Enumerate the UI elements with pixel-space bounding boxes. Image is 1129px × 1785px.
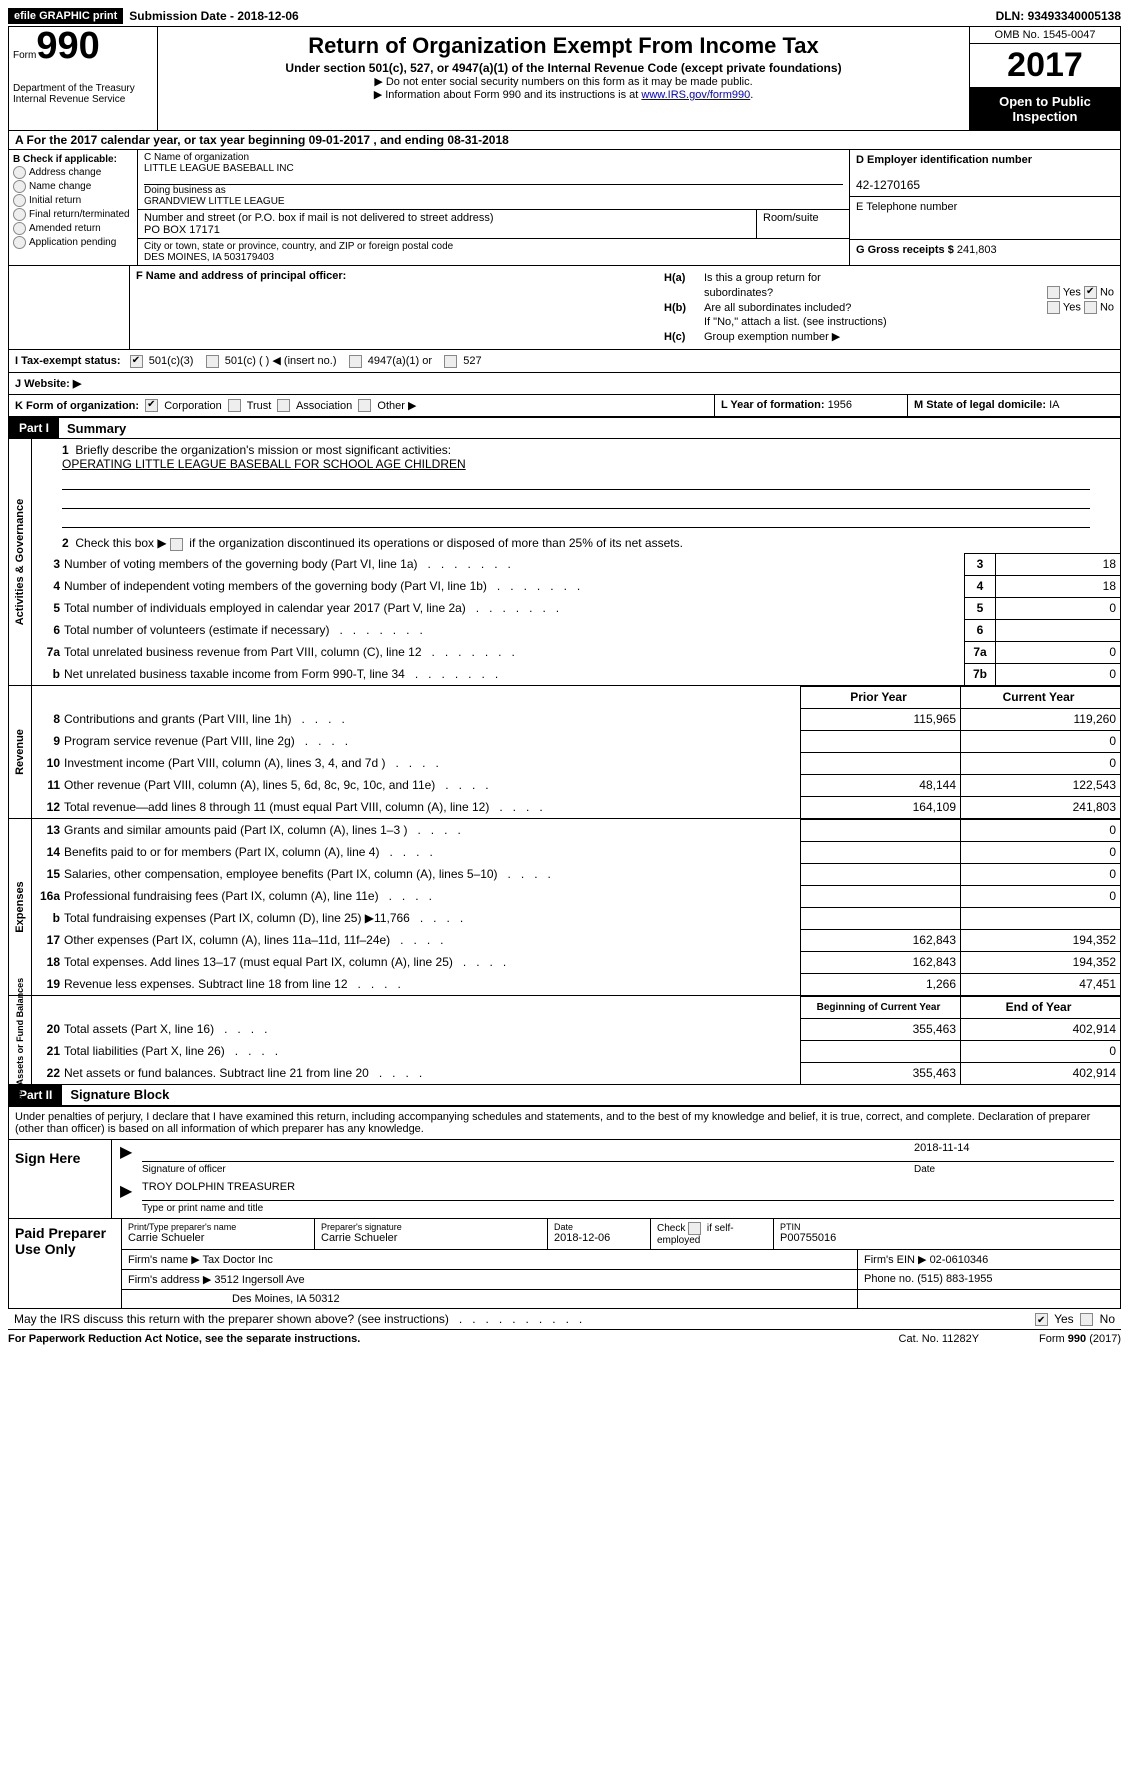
summary-line: 15Salaries, other compensation, employee… [32, 863, 1120, 885]
vlabel-governance: Activities & Governance [9, 439, 32, 684]
summary-line: bTotal fundraising expenses (Part IX, co… [32, 907, 1120, 929]
summary-line: 8Contributions and grants (Part VIII, li… [32, 708, 1120, 730]
form-number: 990 [36, 25, 99, 67]
part-i-header: Part I Summary [9, 417, 1120, 439]
summary-line: 17Other expenses (Part IX, column (A), l… [32, 929, 1120, 951]
firm-name: Tax Doctor Inc [203, 1254, 273, 1266]
summary-line: 6Total number of volunteers (estimate if… [32, 619, 1120, 641]
form-title: Return of Organization Exempt From Incom… [164, 33, 963, 59]
summary-line: 20Total assets (Part X, line 16) . . . .… [32, 1018, 1120, 1040]
summary-line: 4Number of independent voting members of… [32, 575, 1120, 597]
submission-date: Submission Date - 2018-12-06 [129, 9, 298, 23]
ein-value: 42-1270165 [856, 178, 920, 192]
tax-year: 2017 [970, 44, 1120, 88]
discuss-row: May the IRS discuss this return with the… [8, 1309, 1121, 1330]
vlabel-netassets: Net Assets or Fund Balances [9, 996, 32, 1084]
summary-line: 7aTotal unrelated business revenue from … [32, 641, 1120, 663]
row-a-tax-year: A For the 2017 calendar year, or tax yea… [9, 131, 1120, 150]
omb-number: OMB No. 1545-0047 [970, 27, 1120, 44]
row-j-website: J Website: ▶ [9, 373, 1120, 395]
summary-line: 12Total revenue—add lines 8 through 11 (… [32, 796, 1120, 818]
top-bar: efile GRAPHIC print Submission Date - 20… [8, 8, 1121, 24]
summary-line: 3Number of voting members of the governi… [32, 553, 1120, 575]
summary-line: 13Grants and similar amounts paid (Part … [32, 819, 1120, 841]
form-header: Form990 Department of the Treasury Inter… [8, 26, 1121, 131]
summary-line: 21Total liabilities (Part X, line 26) . … [32, 1040, 1120, 1062]
part-ii-header: Part II Signature Block [9, 1084, 1120, 1106]
vlabel-expenses: Expenses [9, 819, 32, 995]
row-k-form-org: K Form of organization: Corporation Trus… [9, 395, 1120, 418]
gross-receipts: 241,803 [957, 244, 997, 256]
org-city: DES MOINES, IA 503179403 [144, 252, 274, 263]
signature-block: Under penalties of perjury, I declare th… [8, 1107, 1121, 1219]
sig-date: 2018-11-14 [908, 1142, 1114, 1162]
row-i-tax-status: I Tax-exempt status: 501(c)(3) 501(c) ( … [9, 350, 1120, 373]
dba-name: GRANDVIEW LITTLE LEAGUE [144, 196, 285, 207]
efile-badge: efile GRAPHIC print [8, 8, 123, 24]
row-f-officer: F Name and address of principal officer: [130, 266, 658, 349]
summary-line: bNet unrelated business taxable income f… [32, 663, 1120, 685]
summary-line: 18Total expenses. Add lines 13–17 (must … [32, 951, 1120, 973]
row-h-group: H(a) Is this a group return for subordin… [658, 266, 1120, 349]
footer-row: For Paperwork Reduction Act Notice, see … [8, 1330, 1121, 1348]
mission-text: OPERATING LITTLE LEAGUE BASEBALL FOR SCH… [62, 457, 466, 471]
open-to-public: Open to Public Inspection [970, 88, 1120, 130]
org-address: PO BOX 17171 [144, 224, 220, 236]
summary-line: 16aProfessional fundraising fees (Part I… [32, 885, 1120, 907]
col-b-checkboxes: B Check if applicable: Address change Na… [9, 150, 138, 265]
summary-line: 10Investment income (Part VIII, column (… [32, 752, 1120, 774]
summary-line: 9Program service revenue (Part VIII, lin… [32, 730, 1120, 752]
org-name: LITTLE LEAGUE BASEBALL INC [144, 163, 294, 174]
col-c-org-info: C Name of organization LITTLE LEAGUE BAS… [138, 150, 849, 265]
summary-line: 5Total number of individuals employed in… [32, 597, 1120, 619]
irs-link[interactable]: www.IRS.gov/form990 [641, 89, 750, 101]
vlabel-revenue: Revenue [9, 686, 32, 818]
preparer-name: Carrie Schueler [128, 1232, 204, 1244]
ptin: P00755016 [780, 1232, 836, 1244]
summary-line: 19Revenue less expenses. Subtract line 1… [32, 973, 1120, 995]
summary-line: 22Net assets or fund balances. Subtract … [32, 1062, 1120, 1084]
preparer-block: Paid Preparer Use Only Print/Type prepar… [8, 1219, 1121, 1309]
summary-line: 14Benefits paid to or for members (Part … [32, 841, 1120, 863]
summary-line: 11Other revenue (Part VIII, column (A), … [32, 774, 1120, 796]
officer-name: TROY DOLPHIN TREASURER [142, 1181, 1114, 1201]
dln: DLN: 93493340005138 [996, 9, 1121, 23]
col-d-ein: D Employer identification number 42-1270… [849, 150, 1120, 265]
